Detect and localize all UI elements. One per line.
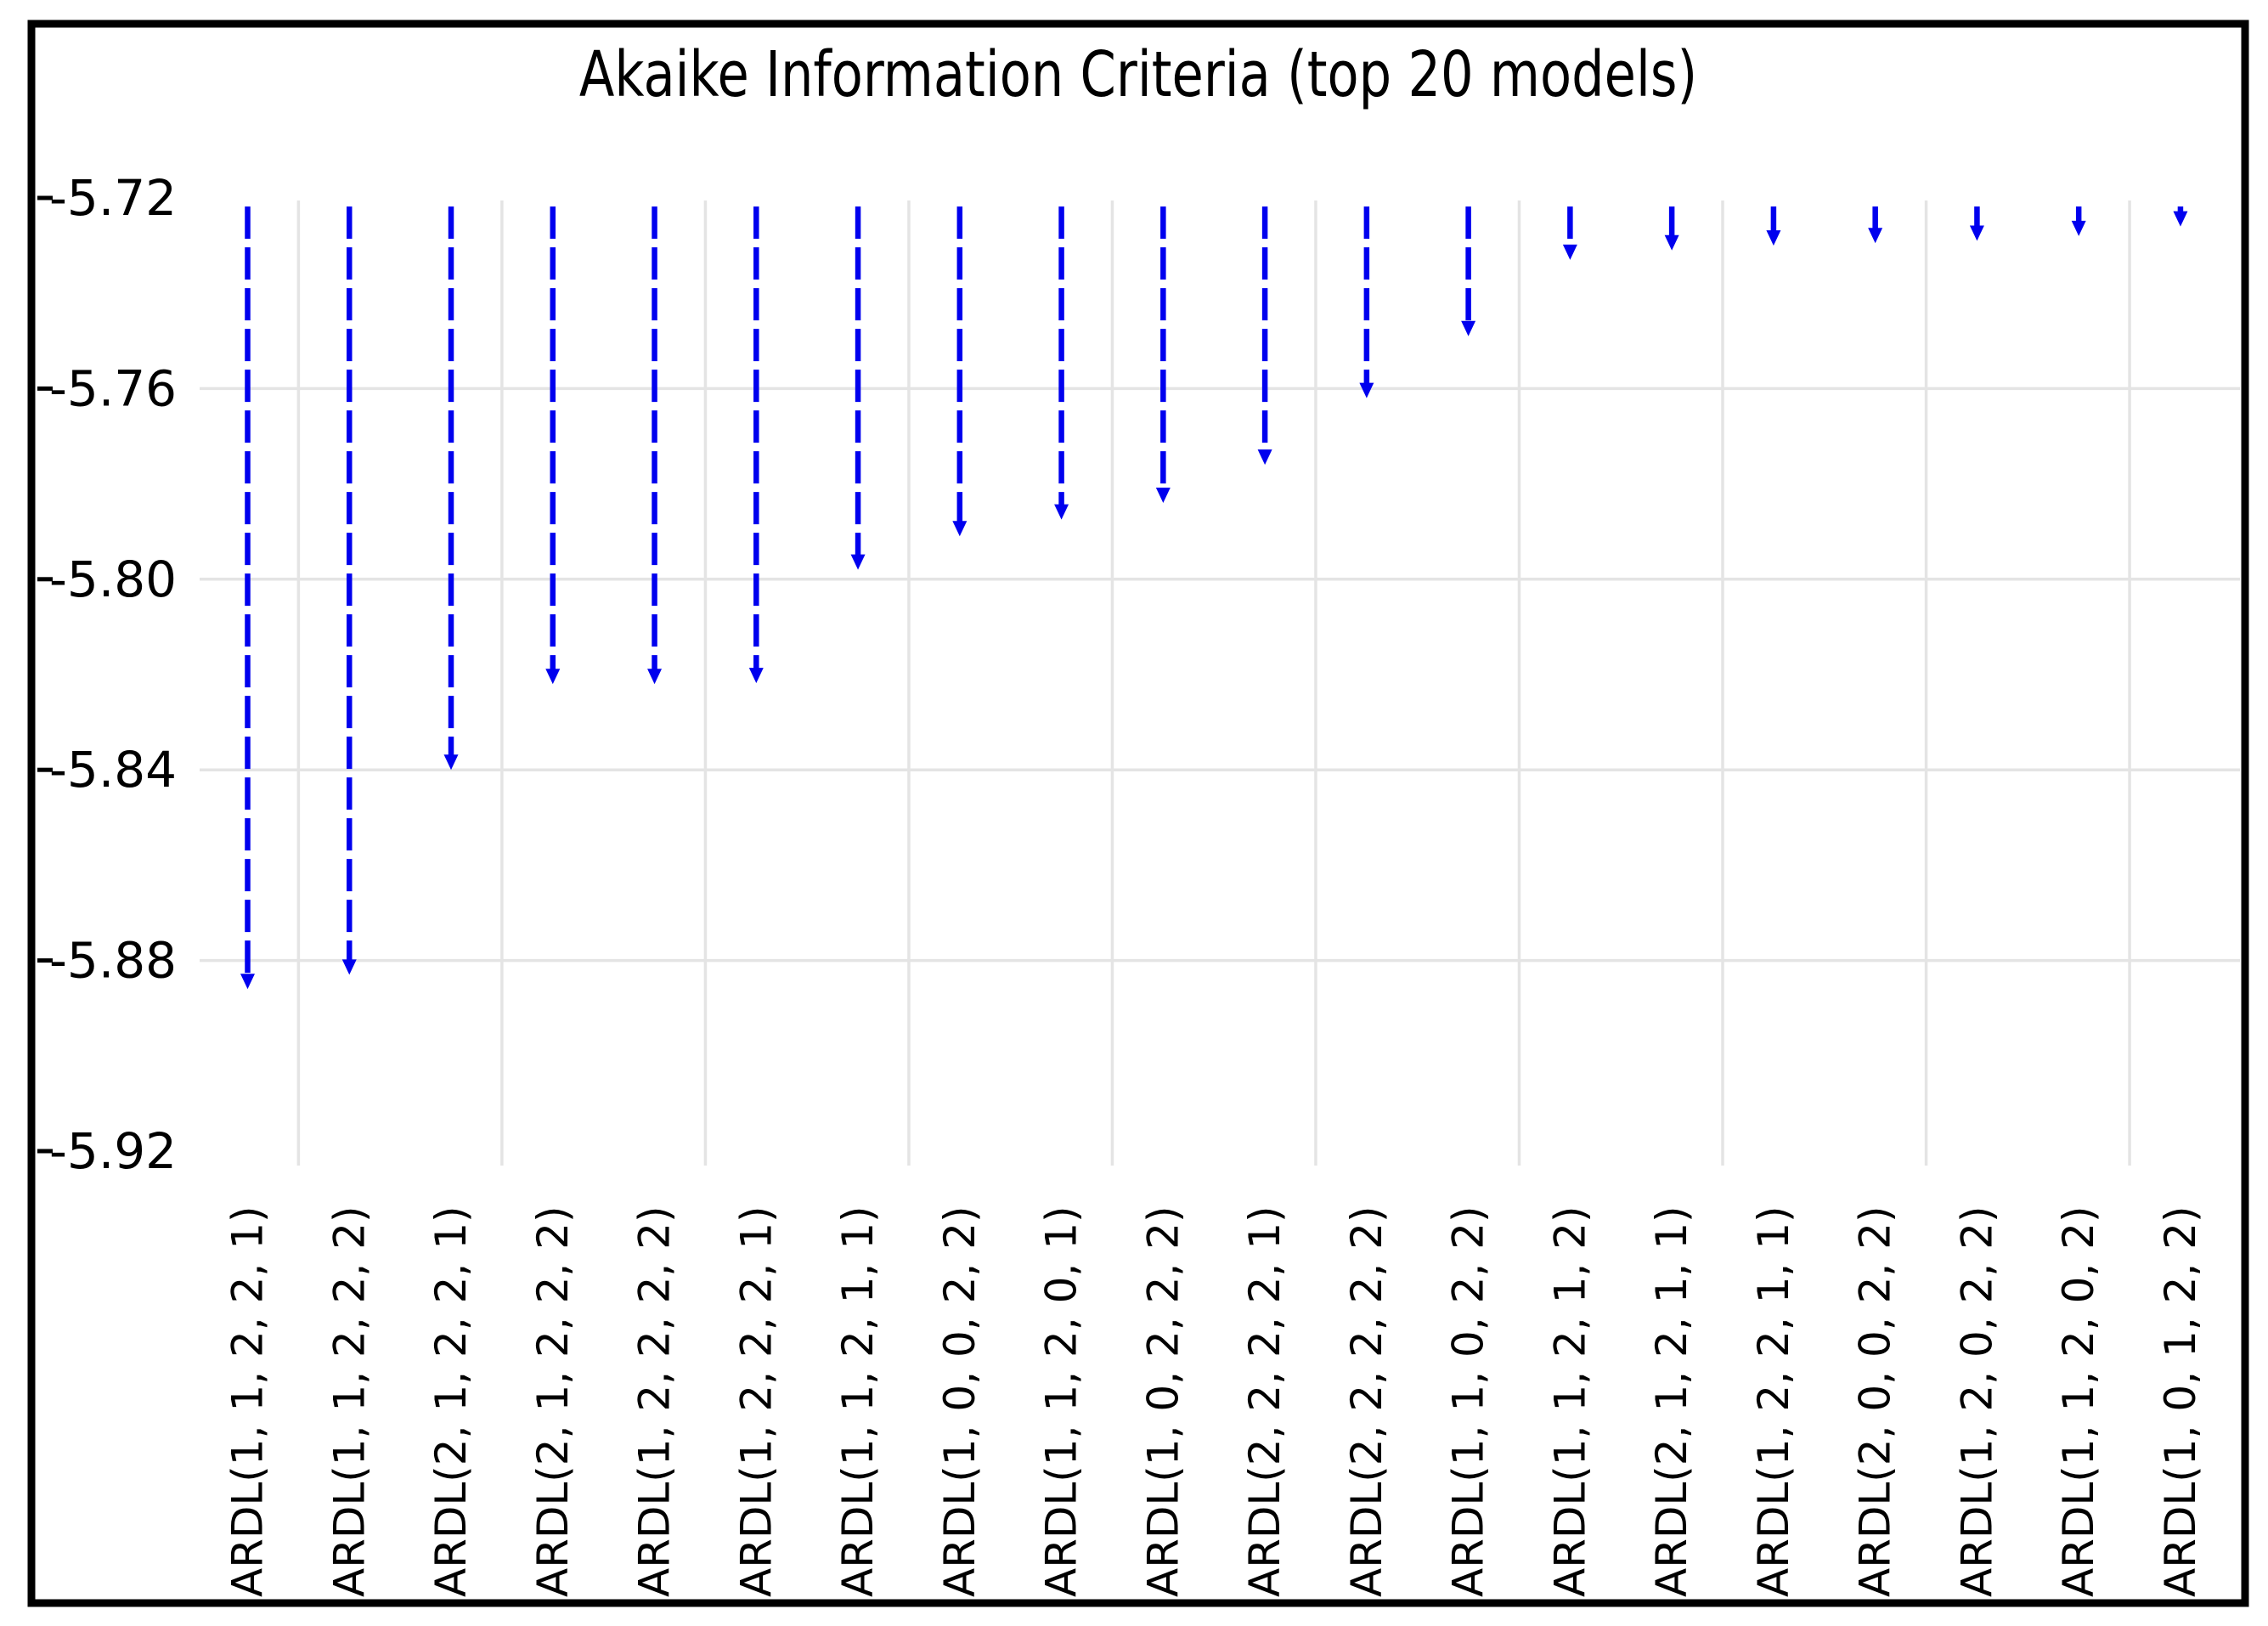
chart-frame-border bbox=[27, 20, 2249, 1607]
y-axis-tick-label: -5.84 bbox=[49, 741, 177, 799]
series-layer bbox=[240, 206, 2188, 990]
x-axis-category-label: ARDL(1, 1, 2, 1, 2) bbox=[1545, 1205, 1594, 1597]
arrow-head-icon bbox=[1359, 382, 1374, 398]
x-axis-category-label: ARDL(1, 1, 0, 2, 2) bbox=[1444, 1205, 1493, 1597]
arrow-head-icon bbox=[1766, 230, 1781, 246]
arrow-head-icon bbox=[2071, 220, 2086, 236]
x-axis-category-label: ARDL(2, 1, 2, 2, 1) bbox=[426, 1205, 476, 1597]
model-arrow bbox=[1969, 206, 1984, 241]
model-arrow bbox=[647, 206, 663, 685]
model-arrow bbox=[240, 206, 255, 990]
arrow-head-icon bbox=[1461, 320, 1476, 336]
arrow-head-icon bbox=[952, 521, 968, 537]
arrow-head-icon bbox=[850, 554, 866, 570]
x-axis-category-label: ARDL(1, 2, 2, 2, 1) bbox=[731, 1205, 781, 1597]
gridlines-layer bbox=[200, 200, 2240, 1166]
x-axis-category-label: ARDL(2, 1, 2, 2, 2) bbox=[528, 1205, 578, 1597]
x-axis-category-label: ARDL(1, 2, 2, 1, 1) bbox=[1749, 1205, 1798, 1597]
x-axis-category-label: ARDL(2, 0, 0, 2, 2) bbox=[1851, 1205, 1900, 1597]
x-axis-category-label: ARDL(1, 1, 2, 2, 1) bbox=[223, 1205, 273, 1597]
x-axis-category-label: ARDL(2, 2, 2, 2, 1) bbox=[1240, 1205, 1289, 1597]
y-axis-tick-label: -5.92 bbox=[49, 1122, 177, 1180]
x-axis-category-label: ARDL(1, 2, 0, 2, 2) bbox=[1952, 1205, 2001, 1597]
y-axis-tick-label: -5.76 bbox=[49, 359, 177, 417]
x-axis-category-label: ARDL(2, 1, 2, 1, 1) bbox=[1647, 1205, 1696, 1597]
x-axis-labels-layer: ARDL(1, 1, 2, 2, 1) ARDL(1, 1, 2, 2, 2) AR… bbox=[223, 1205, 2205, 1597]
x-axis-category-label: ARDL(1, 0, 1, 2, 2) bbox=[2156, 1205, 2205, 1597]
model-arrow bbox=[545, 206, 561, 685]
model-arrow bbox=[1257, 206, 1272, 466]
x-axis-category-label: ARDL(1, 0, 2, 2, 2) bbox=[1138, 1205, 1188, 1597]
x-axis-category-label: ARDL(1, 1, 2, 1, 1) bbox=[833, 1205, 883, 1597]
x-axis-category-label: ARDL(2, 2, 2, 2, 2) bbox=[1342, 1205, 1391, 1597]
model-arrow bbox=[748, 206, 764, 684]
chart-title: Akaike Information Criteria (top 20 mode… bbox=[579, 37, 1697, 110]
arrow-head-icon bbox=[1868, 228, 1883, 244]
arrow-head-icon bbox=[240, 974, 255, 990]
arrow-head-icon bbox=[1664, 234, 1679, 251]
y-axis-tick bbox=[37, 767, 53, 772]
model-arrow bbox=[850, 206, 866, 570]
y-axis-tick bbox=[37, 1149, 53, 1154]
arrow-head-icon bbox=[748, 668, 764, 684]
y-axis-tick bbox=[37, 195, 53, 200]
arrow-head-icon bbox=[1054, 504, 1069, 520]
x-axis-category-label: ARDL(1, 1, 2, 2, 2) bbox=[324, 1205, 374, 1597]
model-arrow bbox=[1766, 206, 1781, 246]
model-arrow bbox=[1461, 206, 1476, 336]
x-axis-category-label: ARDL(1, 0, 0, 2, 2) bbox=[935, 1205, 984, 1597]
arrow-head-icon bbox=[443, 754, 459, 771]
model-arrow bbox=[1664, 206, 1679, 251]
model-arrow bbox=[2173, 206, 2188, 227]
y-axis-tick bbox=[37, 958, 53, 963]
y-axis-tick-label: -5.88 bbox=[49, 932, 177, 990]
y-axis-tick bbox=[37, 577, 53, 582]
model-arrow bbox=[443, 206, 459, 771]
y-axis-tick-label: -5.72 bbox=[49, 169, 177, 227]
x-axis-category-label: ARDL(1, 1, 2, 0, 2) bbox=[2054, 1205, 2103, 1597]
model-arrow bbox=[2071, 206, 2086, 236]
model-arrow bbox=[1562, 206, 1577, 260]
arrow-head-icon bbox=[545, 669, 561, 685]
model-arrow bbox=[1359, 206, 1374, 398]
arrow-head-icon bbox=[2173, 211, 2188, 227]
x-axis-category-label: ARDL(1, 1, 2, 0, 1) bbox=[1037, 1205, 1086, 1597]
y-axis-tick bbox=[37, 386, 53, 391]
model-arrow bbox=[952, 206, 968, 537]
x-axis-category-label: ARDL(1, 2, 2, 2, 2) bbox=[630, 1205, 680, 1597]
model-arrow bbox=[341, 206, 357, 975]
model-arrow bbox=[1868, 206, 1883, 244]
y-axis-layer: -5.72 -5.76 -5.80 -5.84 -5.88 -5.92 bbox=[37, 169, 177, 1180]
arrow-head-icon bbox=[1257, 449, 1272, 466]
model-arrow bbox=[1155, 206, 1171, 504]
arrow-head-icon bbox=[647, 669, 663, 685]
arrow-head-icon bbox=[341, 959, 357, 975]
arrow-head-icon bbox=[1562, 244, 1577, 260]
model-arrow bbox=[1054, 206, 1069, 520]
arrow-head-icon bbox=[1969, 225, 1984, 241]
arrow-head-icon bbox=[1155, 488, 1171, 504]
y-axis-tick-label: -5.80 bbox=[49, 550, 177, 608]
